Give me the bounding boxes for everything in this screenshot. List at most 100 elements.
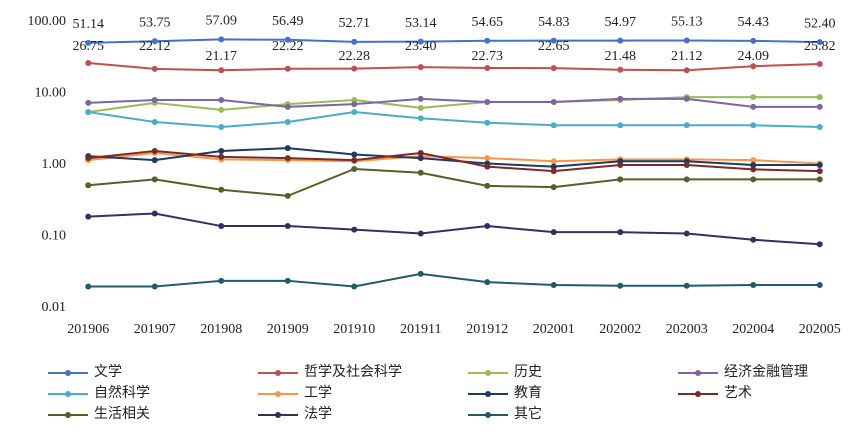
x-tick-label: 201912 xyxy=(466,322,508,337)
point xyxy=(484,65,491,72)
point xyxy=(484,37,491,44)
point xyxy=(550,229,557,236)
point xyxy=(85,59,92,66)
legend-marker xyxy=(695,391,701,397)
point xyxy=(151,157,158,164)
point xyxy=(284,65,291,72)
data-label: 25.82 xyxy=(804,39,836,54)
point xyxy=(683,122,690,129)
point xyxy=(683,95,690,102)
legend-label: 工学 xyxy=(304,385,332,401)
legend-label: 文学 xyxy=(94,364,122,380)
point xyxy=(550,168,557,175)
point xyxy=(550,122,557,129)
point xyxy=(750,166,757,173)
point xyxy=(284,277,291,284)
point xyxy=(417,38,424,45)
point xyxy=(417,64,424,71)
point xyxy=(617,122,624,129)
point xyxy=(85,283,92,290)
point xyxy=(750,103,757,110)
legend-marker xyxy=(485,391,491,397)
point xyxy=(550,281,557,288)
data-label: 24.09 xyxy=(738,49,770,64)
point xyxy=(151,176,158,183)
point xyxy=(218,106,225,113)
point xyxy=(750,281,757,288)
point xyxy=(351,157,358,164)
point xyxy=(284,36,291,43)
point xyxy=(351,151,358,158)
point xyxy=(284,145,291,152)
data-label: 53.75 xyxy=(139,15,171,30)
legend-marker xyxy=(485,412,491,418)
point xyxy=(617,176,624,183)
point xyxy=(218,186,225,193)
legend-marker xyxy=(485,370,491,376)
point xyxy=(351,109,358,116)
legend-label: 自然科学 xyxy=(94,384,150,401)
point xyxy=(417,104,424,111)
point xyxy=(816,281,823,288)
data-label: 51.14 xyxy=(73,17,105,32)
point xyxy=(417,95,424,102)
series-line xyxy=(88,272,820,288)
point xyxy=(284,118,291,125)
point xyxy=(417,230,424,237)
point xyxy=(218,97,225,104)
point xyxy=(151,97,158,104)
legend-label: 经济金融管理 xyxy=(724,364,808,380)
point xyxy=(417,155,424,162)
data-label: 54.43 xyxy=(738,15,770,30)
point xyxy=(284,223,291,230)
data-label: 53.14 xyxy=(405,16,437,31)
point xyxy=(617,37,624,44)
point xyxy=(750,236,757,243)
point xyxy=(550,37,557,44)
y-tick-label: 0.10 xyxy=(42,229,67,244)
point xyxy=(816,103,823,110)
point xyxy=(151,38,158,45)
legend-label: 其它 xyxy=(514,405,542,422)
point xyxy=(85,39,92,46)
point xyxy=(218,67,225,74)
data-label: 54.83 xyxy=(538,15,570,30)
point xyxy=(417,150,424,157)
point xyxy=(151,65,158,72)
point xyxy=(750,162,757,168)
data-label: 57.09 xyxy=(206,14,238,29)
legend-marker xyxy=(275,412,281,418)
point xyxy=(550,158,557,165)
point xyxy=(417,270,424,277)
point xyxy=(417,169,424,176)
point xyxy=(816,123,823,130)
y-tick-label: 10.00 xyxy=(35,86,67,101)
point xyxy=(816,176,823,183)
point xyxy=(284,192,291,199)
legend-marker xyxy=(65,391,71,397)
point xyxy=(550,99,557,106)
point xyxy=(151,210,158,217)
y-tick-label: 100.00 xyxy=(28,14,67,29)
x-tick-label: 201907 xyxy=(134,322,176,337)
x-tick-label: 202003 xyxy=(666,322,708,337)
x-tick-label: 202002 xyxy=(599,322,641,337)
data-label: 56.49 xyxy=(272,14,304,29)
legend-label: 哲学及社会科学 xyxy=(304,364,402,380)
point xyxy=(750,122,757,129)
legend-marker xyxy=(65,412,71,418)
series-line xyxy=(88,149,820,173)
point xyxy=(484,182,491,189)
point xyxy=(550,184,557,191)
series-line xyxy=(88,38,820,44)
point xyxy=(683,282,690,289)
series-line xyxy=(88,152,820,165)
legend-marker xyxy=(275,370,281,376)
point xyxy=(484,119,491,126)
point xyxy=(816,241,823,248)
point xyxy=(218,36,225,43)
point xyxy=(617,66,624,73)
point xyxy=(218,147,225,154)
data-label: 54.65 xyxy=(472,15,504,30)
